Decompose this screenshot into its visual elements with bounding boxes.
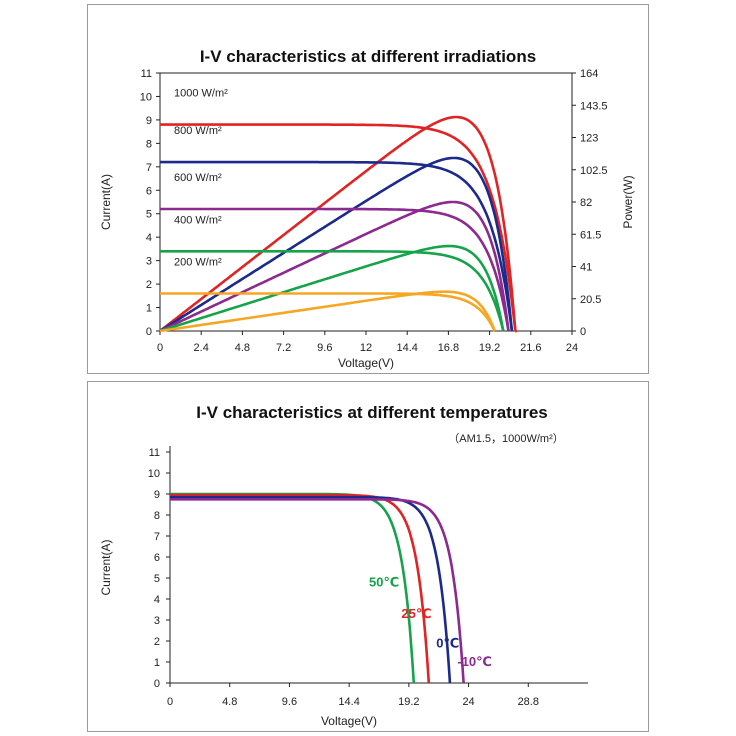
x-tick-label: 19.2 <box>398 696 419 708</box>
chart-subtitle: （AM1.5，1000W/m²） <box>448 432 564 445</box>
x-tick-label: 4.8 <box>222 696 237 708</box>
iv-curve <box>160 250 505 332</box>
temperature-chart-panel: I-V characteristics at different tempera… <box>87 381 649 732</box>
y-tick-label: 11 <box>141 68 152 80</box>
y-tick-label: 9 <box>146 115 152 127</box>
x-tick-label: 9.6 <box>317 342 332 354</box>
y2-tick-label: 20.5 <box>580 294 601 306</box>
irradiation-chart: I-V characteristics at different irradia… <box>99 47 635 370</box>
y2-tick-label: 61.5 <box>580 229 601 241</box>
y-tick-label: 5 <box>146 209 152 221</box>
y2-tick-label: 41 <box>580 262 592 274</box>
y-tick-label: 11 <box>149 447 160 459</box>
series-label: 25℃ <box>401 606 431 621</box>
x-tick-label: 14.4 <box>396 342 417 354</box>
series-label: 1000 W/m² <box>174 88 228 100</box>
series-label: -10℃ <box>457 654 492 669</box>
y-tick-label: 4 <box>154 594 160 606</box>
x-tick-label: 16.8 <box>438 342 459 354</box>
x-tick-label: 0 <box>157 342 163 354</box>
y-tick-label: 10 <box>148 468 160 480</box>
y2-tick-label: 0 <box>580 326 586 338</box>
series-label: 800 W/m² <box>174 125 222 137</box>
x-tick-label: 24 <box>462 696 474 708</box>
y-tick-label: 5 <box>154 573 160 585</box>
y-tick-label: 8 <box>146 138 152 150</box>
y-tick-label: 3 <box>146 256 152 268</box>
x-axis-label: Voltage(V) <box>338 356 394 370</box>
y-tick-label: 10 <box>140 91 152 103</box>
y-tick-label: 2 <box>146 279 152 291</box>
x-tick-label: 4.8 <box>235 342 250 354</box>
y-tick-label: 0 <box>154 678 160 690</box>
y2-tick-label: 143.5 <box>580 100 608 112</box>
series-label: 600 W/m² <box>174 172 222 184</box>
y-tick-label: 4 <box>146 232 152 244</box>
x-tick-label: 2.4 <box>194 342 209 354</box>
x-tick-label: 24 <box>566 342 578 354</box>
x-tick-label: 19.2 <box>479 342 500 354</box>
y-tick-label: 3 <box>154 615 160 627</box>
y-tick-label: 8 <box>154 510 160 522</box>
temperature-chart: I-V characteristics at different tempera… <box>99 403 588 728</box>
x-tick-label: 21.6 <box>520 342 541 354</box>
y-axis-label: Current(A) <box>99 539 113 595</box>
x-tick-label: 12 <box>360 342 372 354</box>
y-tick-label: 6 <box>154 552 160 564</box>
y-tick-label: 0 <box>146 326 152 338</box>
x-tick-label: 28.8 <box>518 696 539 708</box>
x-tick-label: 0 <box>167 696 173 708</box>
y-tick-label: 7 <box>146 162 152 174</box>
series-label: 400 W/m² <box>174 214 222 226</box>
y2-tick-label: 102.5 <box>580 165 608 177</box>
series-label: 0℃ <box>436 635 459 650</box>
x-tick-label: 14.4 <box>338 696 359 708</box>
y-tick-label: 9 <box>154 489 160 501</box>
y2-tick-label: 123 <box>580 133 598 145</box>
y-tick-label: 1 <box>146 303 152 315</box>
iv-curve <box>170 498 465 684</box>
series-label: 50℃ <box>369 574 399 589</box>
y-tick-label: 6 <box>146 185 152 197</box>
iv-curve <box>160 123 517 333</box>
y-tick-label: 1 <box>154 657 160 669</box>
x-tick-label: 9.6 <box>282 696 297 708</box>
pv-curve <box>159 115 517 333</box>
pv-curve <box>159 200 510 333</box>
irradiation-chart-panel: I-V characteristics at different irradia… <box>87 4 649 374</box>
x-axis-label: Voltage(V) <box>321 714 377 728</box>
x-tick-label: 7.2 <box>276 342 291 354</box>
y-tick-label: 2 <box>154 636 160 648</box>
y-axis-label: Current(A) <box>99 174 113 230</box>
iv-curve <box>160 207 510 332</box>
pv-curve <box>159 290 497 333</box>
series-label: 200 W/m² <box>174 256 222 268</box>
iv-curve <box>160 292 496 332</box>
y-tick-label: 7 <box>154 531 160 543</box>
chart-title: I-V characteristics at different tempera… <box>196 403 547 422</box>
y2-tick-label: 82 <box>580 197 592 209</box>
pv-curve <box>159 244 505 333</box>
iv-curve <box>160 160 514 332</box>
y2-tick-label: 164 <box>580 68 598 80</box>
y2-axis-label: Power(W) <box>621 175 635 228</box>
chart-title: I-V characteristics at different irradia… <box>200 47 536 66</box>
